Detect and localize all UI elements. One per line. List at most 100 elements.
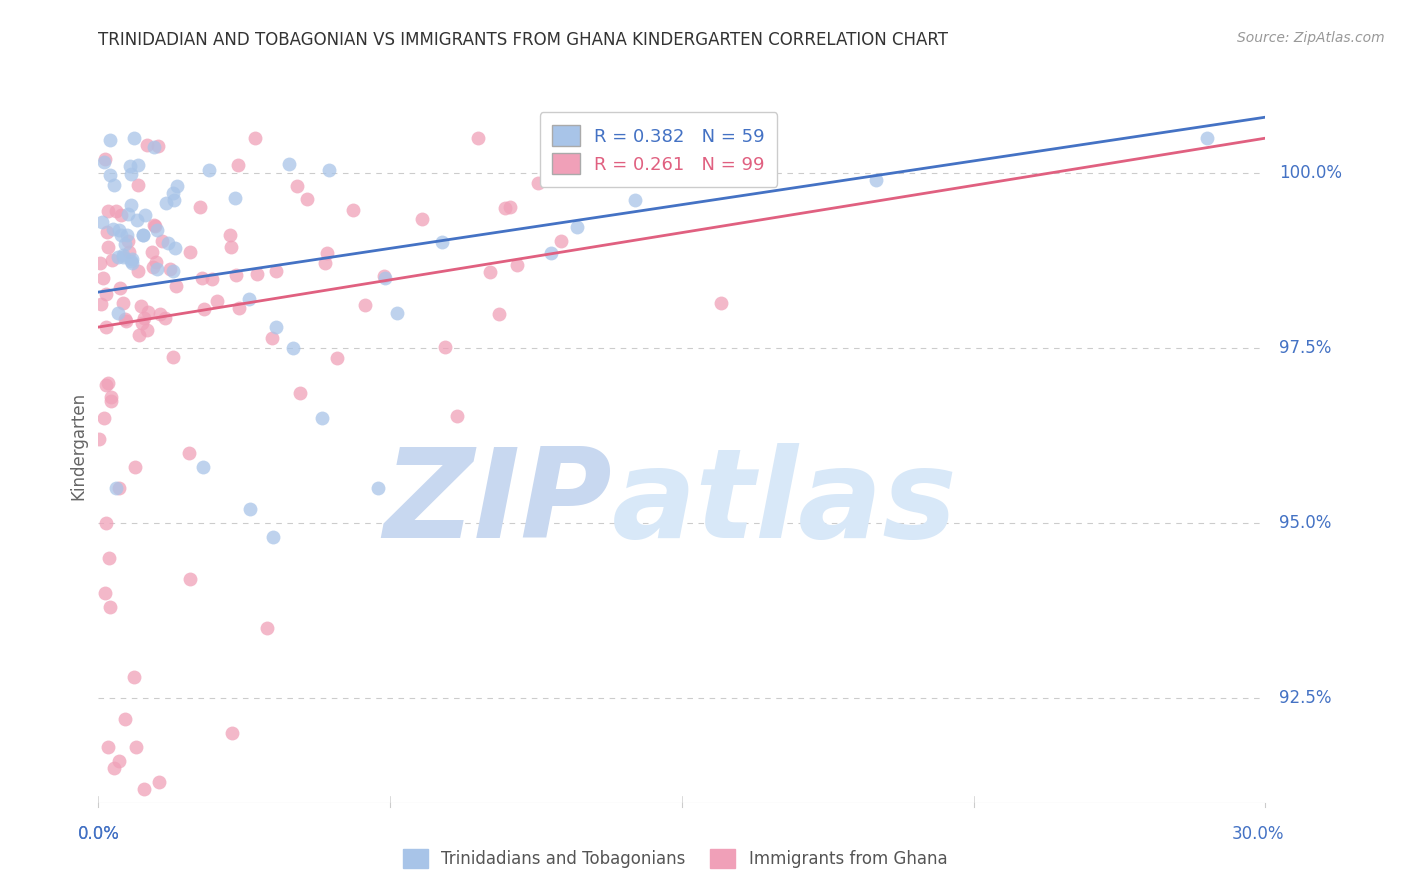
Point [433,340,456,354]
Point [107,250,129,264]
Point [145,255,167,269]
Point [108,754,131,768]
Point [156,236,179,251]
Point [141,245,163,260]
Point [239,502,262,516]
Point [198,163,221,178]
Point [117,207,139,221]
Point [94,516,117,530]
Point [221,726,243,740]
Point [262,331,284,345]
Point [494,201,516,215]
Point [256,621,278,635]
Point [148,139,170,153]
Point [100,252,122,267]
Point [710,296,733,310]
Point [179,446,201,460]
Point [226,158,249,172]
Point [262,530,284,544]
Point [219,227,242,242]
Point [98,599,121,614]
Point [148,774,170,789]
Text: ZIP: ZIP [384,442,612,564]
Point [166,178,188,193]
Point [145,223,167,237]
Point [367,481,389,495]
Point [131,316,153,330]
Point [155,196,177,211]
Text: Source: ZipAtlas.com: Source: ZipAtlas.com [1237,31,1385,45]
Point [446,409,468,424]
Point [91,215,114,229]
Point [93,152,115,166]
Point [219,240,242,254]
Point [120,159,142,173]
Point [117,227,139,242]
Point [318,163,340,178]
Text: 30.0%: 30.0% [1232,825,1285,843]
Text: atlas: atlas [612,442,957,564]
Point [120,254,142,268]
Point [129,299,152,313]
Point [134,311,156,326]
Point [163,241,186,255]
Point [290,386,312,401]
Point [623,194,645,208]
Legend: Trinidadians and Tobagonians, Immigrants from Ghana: Trinidadians and Tobagonians, Immigrants… [396,842,953,875]
Point [105,481,128,495]
Point [122,670,145,684]
Point [121,256,143,270]
Legend: R = 0.382   N = 59, R = 0.261   N = 99: R = 0.382 N = 59, R = 0.261 N = 99 [540,112,778,186]
Point [150,234,173,248]
Point [125,213,148,227]
Point [432,235,454,250]
Point [1195,131,1218,145]
Point [97,203,120,218]
Point [118,245,141,260]
Point [108,481,131,495]
Point [479,265,502,279]
Point [117,234,139,248]
Point [111,251,134,265]
Point [295,192,318,206]
Point [110,227,132,242]
Point [200,272,222,286]
Point [98,168,121,182]
Point [135,137,157,152]
Text: 92.5%: 92.5% [1279,689,1331,706]
Point [666,162,689,177]
Point [93,155,115,169]
Point [114,712,136,726]
Point [283,341,305,355]
Point [122,131,145,145]
Point [224,192,246,206]
Point [162,350,184,364]
Point [111,248,134,262]
Point [162,186,184,201]
Point [96,320,118,334]
Point [179,572,201,586]
Point [134,781,156,796]
Point [98,133,121,147]
Point [97,550,120,565]
Point [87,432,110,446]
Point [89,256,111,270]
Point [149,307,172,321]
Point [373,269,395,284]
Point [506,258,529,272]
Point [238,292,260,306]
Point [488,307,510,321]
Point [225,268,247,282]
Point [103,178,125,193]
Point [142,140,165,154]
Point [385,306,408,320]
Point [128,328,150,343]
Point [114,314,136,328]
Point [285,179,308,194]
Point [100,390,122,404]
Point [93,411,115,425]
Point [97,239,120,253]
Point [125,739,148,754]
Point [120,197,142,211]
Point [527,176,550,190]
